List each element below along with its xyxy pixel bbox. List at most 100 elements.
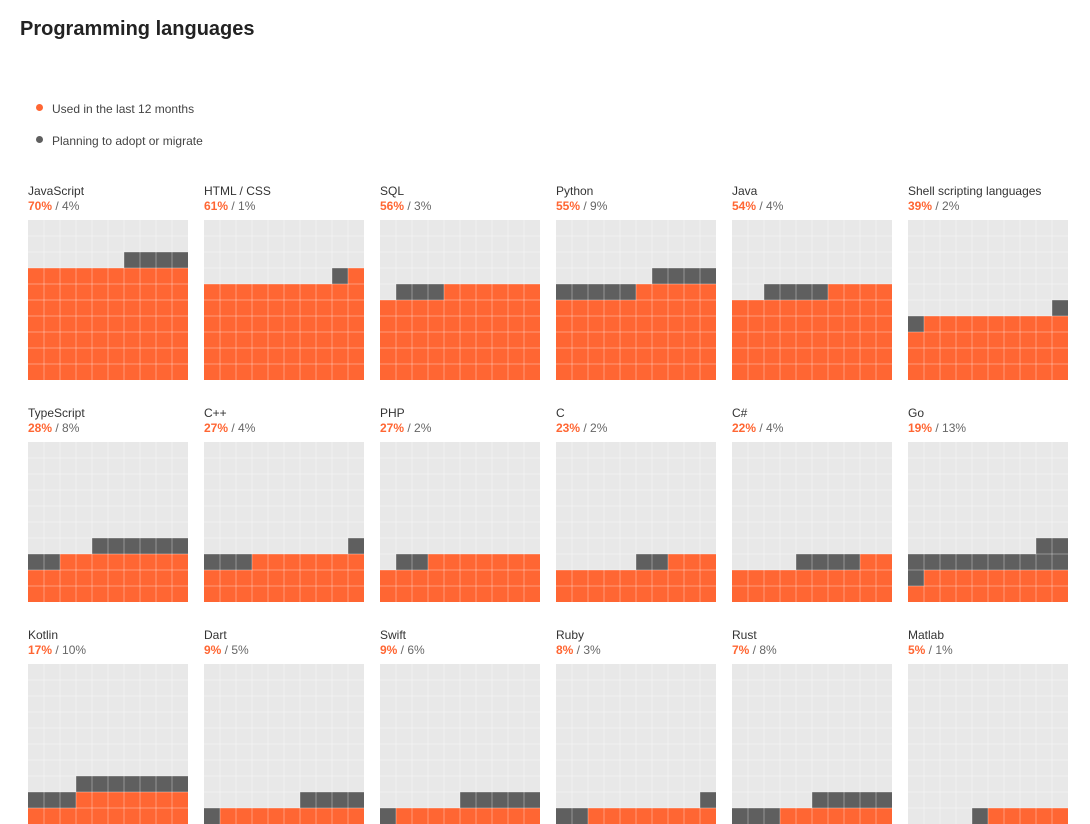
waffle-square-used (796, 364, 812, 380)
planning-percent: 4% (766, 421, 784, 435)
waffle-square-used (636, 284, 652, 300)
waffle-square-used (252, 300, 268, 316)
waffle-square-planning (684, 268, 700, 284)
waffle-square-used (252, 808, 268, 824)
waffle-square-planning (492, 792, 508, 808)
waffle-square-used (604, 364, 620, 380)
waffle-square-used (108, 792, 124, 808)
waffle-square-used (1036, 364, 1052, 380)
waffle-square-used (28, 586, 44, 602)
waffle-square-used (332, 348, 348, 364)
waffle-square-used (508, 586, 524, 602)
waffle-square-planning (780, 284, 796, 300)
waffle-square-used (636, 316, 652, 332)
waffle-square-used (412, 332, 428, 348)
waffle-square-used (652, 570, 668, 586)
waffle-square-used (844, 570, 860, 586)
waffle-square-used (76, 586, 92, 602)
waffle-square-used (684, 808, 700, 824)
waffle-square-used (268, 300, 284, 316)
waffle-square-used (124, 586, 140, 602)
waffle-square-planning (508, 792, 524, 808)
language-name: Rust (732, 628, 757, 642)
waffle-square-used (332, 364, 348, 380)
waffle-square-used (492, 808, 508, 824)
waffle-square-used (652, 808, 668, 824)
waffle-square-used (172, 586, 188, 602)
used-percent: 22% (732, 421, 757, 435)
waffle-square-used (268, 570, 284, 586)
waffle-square-used (348, 364, 364, 380)
waffle-square-used (572, 364, 588, 380)
waffle-square-used (940, 348, 956, 364)
waffle-square-used (492, 364, 508, 380)
waffle-square-used (316, 300, 332, 316)
waffle-square-used (780, 808, 796, 824)
waffle-square-used (844, 332, 860, 348)
waffle-square-used (156, 554, 172, 570)
waffle-square-planning (332, 268, 348, 284)
waffle-square-used (412, 348, 428, 364)
value-separator: / (404, 199, 415, 213)
page-title: Programming languages (20, 18, 255, 40)
waffle-square-used (1020, 332, 1036, 348)
language-values: 55% / 9% (556, 199, 726, 213)
waffle-square-used (1052, 348, 1068, 364)
waffle-square-used (460, 586, 476, 602)
waffle-square-used (860, 300, 876, 316)
used-percent: 23% (556, 421, 581, 435)
waffle-square-used (300, 570, 316, 586)
waffle-square-used (396, 348, 412, 364)
waffle-square-used (156, 332, 172, 348)
waffle-square-used (924, 570, 940, 586)
waffle-square-used (908, 586, 924, 602)
waffle-square-used (108, 268, 124, 284)
waffle-square-used (316, 808, 332, 824)
value-separator: / (580, 421, 591, 435)
waffle-square-used (844, 586, 860, 602)
language-name: JavaScript (28, 184, 85, 198)
waffle-square-used (556, 348, 572, 364)
language-name: SQL (380, 184, 405, 198)
waffle-square-planning (172, 538, 188, 554)
waffle-square-used (204, 364, 220, 380)
waffle-square-used (668, 316, 684, 332)
waffle-square-used (44, 332, 60, 348)
waffle-square-used (236, 284, 252, 300)
waffle-go (908, 442, 1068, 602)
waffle-square-used (924, 316, 940, 332)
waffle-square-used (460, 316, 476, 332)
waffle-square-used (44, 300, 60, 316)
waffle-square-used (172, 284, 188, 300)
waffle-square-used (700, 332, 716, 348)
waffle-square-used (1004, 332, 1020, 348)
waffle-square-planning (972, 554, 988, 570)
value-separator: / (749, 643, 760, 657)
language-card-java: Java 54% / 4% (732, 184, 902, 380)
waffle-square-used (172, 808, 188, 824)
waffle-square-used (428, 364, 444, 380)
waffle-square-used (172, 316, 188, 332)
waffle-square-used (524, 284, 540, 300)
waffle-square-planning (876, 792, 892, 808)
waffle-square-used (140, 808, 156, 824)
waffle-square-used (572, 586, 588, 602)
waffle-square-used (268, 586, 284, 602)
waffle-square-used (924, 586, 940, 602)
waffle-square-used (124, 332, 140, 348)
waffle-square-used (220, 284, 236, 300)
waffle-square-used (220, 316, 236, 332)
waffle-square-planning (700, 268, 716, 284)
waffle-square-used (348, 586, 364, 602)
used-percent: 54% (732, 199, 757, 213)
legend-label-planning: Planning to adopt or migrate (52, 133, 203, 148)
waffle-square-used (908, 348, 924, 364)
waffle-square-used (956, 332, 972, 348)
waffle-square-used (988, 570, 1004, 586)
waffle-square-used (476, 332, 492, 348)
waffle-square-used (844, 348, 860, 364)
language-name: TypeScript (28, 406, 85, 420)
waffle-square-used (988, 348, 1004, 364)
waffle-square-used (764, 316, 780, 332)
waffle-square-used (140, 332, 156, 348)
